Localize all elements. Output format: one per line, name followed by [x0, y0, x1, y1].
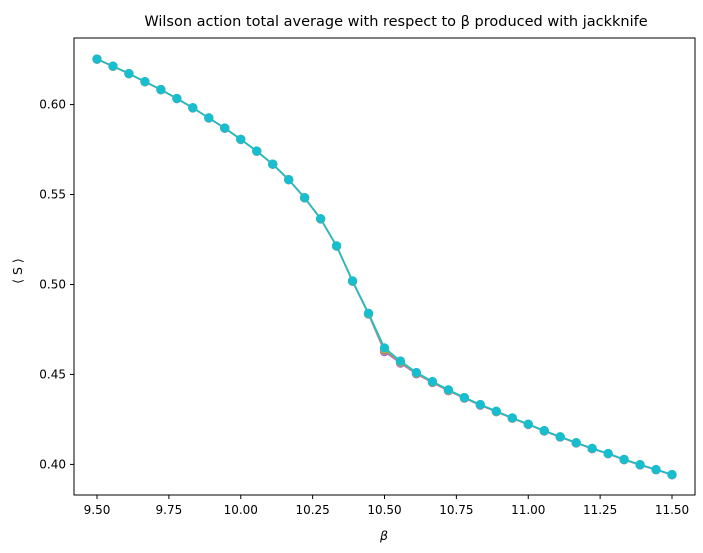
x-tick-label: 11.25	[583, 503, 617, 517]
data-point	[459, 392, 469, 403]
x-tick-label: 10.25	[295, 503, 329, 517]
x-tick-label: 9.75	[156, 503, 183, 517]
data-point	[188, 103, 198, 113]
data-point	[284, 175, 294, 185]
x-tick-label: 10.50	[367, 503, 401, 517]
data-point	[635, 459, 645, 470]
data-point	[268, 159, 278, 169]
data-point	[619, 454, 629, 464]
data-point	[236, 134, 246, 144]
data-point	[651, 464, 661, 475]
data-point	[172, 93, 182, 104]
data-point	[571, 438, 581, 448]
data-point	[523, 419, 533, 429]
data-point	[363, 308, 374, 318]
y-tick-label: 0.50	[39, 277, 66, 291]
data-point	[587, 443, 597, 453]
x-tick-label: 10.75	[439, 503, 473, 517]
data-point	[539, 425, 549, 436]
series-5	[92, 54, 677, 480]
x-axis: 9.50 9.75 10.00 10.25 10.50 10.75 11.00 11.25 11…	[84, 495, 689, 517]
chart-title: Wilson action total average with respect…	[144, 14, 647, 30]
plot-area	[73, 37, 696, 496]
data-point	[667, 469, 677, 480]
y-axis: 0.40 0.45 0.50 0.55 0.60	[39, 98, 74, 471]
series-line	[96, 58, 673, 476]
x-tick-label: 11.50	[655, 503, 689, 517]
data-point	[491, 406, 501, 416]
series-1	[92, 54, 677, 480]
series-line	[96, 58, 673, 476]
data-point	[555, 432, 565, 442]
data-point	[124, 69, 134, 79]
data-point	[475, 399, 485, 410]
x-axis-label: β	[379, 528, 388, 543]
data-point	[300, 192, 310, 203]
series-line	[96, 58, 673, 476]
y-tick-label: 0.60	[39, 98, 66, 112]
y-tick-label: 0.40	[39, 457, 66, 471]
series-line	[96, 58, 673, 476]
data-point	[603, 448, 613, 459]
series-line	[96, 58, 673, 476]
data-point	[507, 413, 517, 423]
y-tick-label: 0.55	[39, 188, 66, 202]
series-4	[92, 54, 677, 480]
data-point	[140, 76, 150, 87]
x-tick-label: 9.50	[84, 503, 111, 517]
data-point	[204, 113, 214, 123]
data-point	[395, 356, 406, 366]
data-point	[379, 343, 390, 353]
data-point	[108, 61, 118, 71]
data-point	[331, 241, 342, 251]
data-point	[316, 214, 326, 224]
data-point	[427, 376, 438, 387]
data-point	[411, 367, 422, 378]
y-axis-label: ⟨ S ⟩	[10, 258, 25, 284]
data-point	[220, 123, 230, 133]
series-2	[92, 54, 677, 480]
data-point	[92, 54, 102, 64]
y-tick-label: 0.45	[39, 367, 66, 381]
x-tick-label: 10.00	[224, 503, 258, 517]
data-point	[156, 84, 166, 95]
data-point	[347, 276, 358, 286]
x-tick-label: 11.00	[511, 503, 545, 517]
series-3	[92, 54, 677, 480]
data-point	[252, 146, 262, 156]
plot-marks	[92, 54, 677, 480]
data-point	[443, 385, 453, 395]
